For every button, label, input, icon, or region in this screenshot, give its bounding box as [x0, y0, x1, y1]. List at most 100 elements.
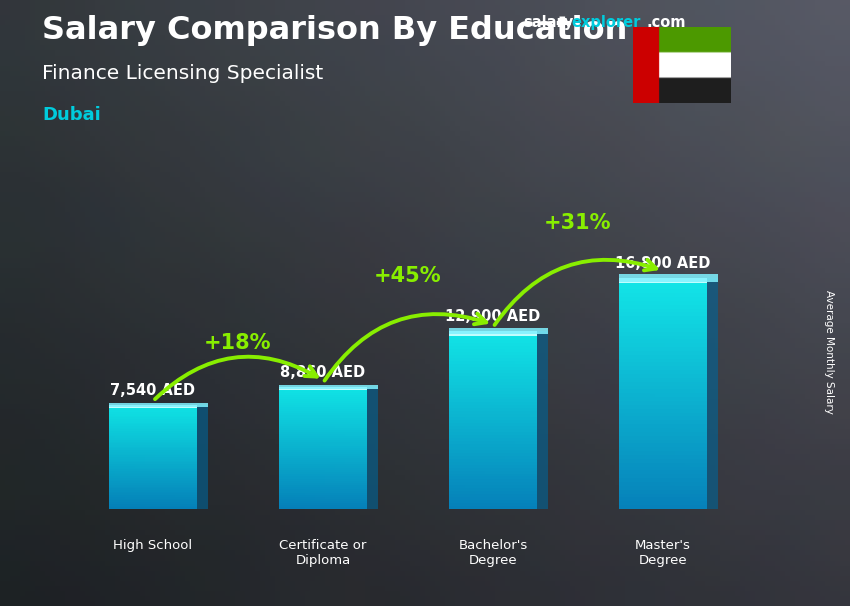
Bar	[449, 382, 537, 385]
Bar	[279, 487, 367, 488]
Bar	[109, 421, 197, 422]
Bar	[109, 462, 197, 464]
Bar	[449, 459, 537, 462]
FancyBboxPatch shape	[109, 404, 207, 407]
Bar	[449, 411, 537, 415]
Bar	[619, 428, 707, 432]
Bar	[449, 402, 537, 405]
Bar	[109, 435, 197, 436]
Bar	[279, 444, 367, 446]
Bar	[279, 467, 367, 468]
Bar	[619, 347, 707, 351]
Bar	[449, 426, 537, 429]
FancyBboxPatch shape	[619, 274, 717, 282]
Bar	[619, 289, 707, 293]
Bar	[279, 387, 367, 389]
Bar	[109, 448, 197, 450]
Bar	[449, 447, 537, 450]
Bar	[109, 481, 197, 483]
Bar	[449, 388, 537, 391]
Bar	[109, 473, 197, 474]
Bar	[279, 399, 367, 401]
Bar	[449, 393, 537, 396]
Bar	[279, 440, 367, 442]
Bar	[109, 440, 197, 442]
Bar	[449, 364, 537, 367]
Bar	[279, 491, 367, 493]
Bar	[279, 454, 367, 456]
Bar	[619, 413, 707, 416]
Bar	[619, 382, 707, 385]
Bar	[109, 443, 197, 445]
Bar	[619, 501, 707, 505]
Bar	[619, 339, 707, 343]
FancyBboxPatch shape	[537, 331, 547, 509]
Bar	[279, 462, 367, 464]
Text: Dubai: Dubai	[42, 106, 101, 124]
Bar	[109, 442, 197, 443]
Bar	[619, 305, 707, 308]
Bar	[619, 490, 707, 494]
Bar	[279, 499, 367, 501]
Bar	[109, 447, 197, 448]
Bar	[449, 335, 537, 338]
Bar	[279, 452, 367, 454]
Bar	[109, 405, 197, 408]
Bar	[109, 479, 197, 481]
Bar	[109, 455, 197, 457]
Text: +45%: +45%	[374, 266, 442, 286]
Bar	[449, 420, 537, 423]
Bar	[279, 468, 367, 470]
Text: +31%: +31%	[544, 213, 612, 233]
Bar	[279, 391, 367, 393]
Bar	[449, 488, 537, 491]
Bar	[449, 441, 537, 444]
Bar	[449, 331, 537, 335]
Text: Master's
Degree: Master's Degree	[635, 539, 691, 567]
Bar	[279, 411, 367, 413]
Bar	[619, 494, 707, 498]
Bar	[619, 355, 707, 359]
Bar	[449, 438, 537, 441]
Text: Salary Comparison By Education: Salary Comparison By Education	[42, 15, 628, 46]
Bar	[619, 359, 707, 362]
Bar	[449, 500, 537, 503]
Bar	[619, 444, 707, 447]
Bar	[109, 493, 197, 495]
Bar	[449, 429, 537, 432]
Bar	[279, 393, 367, 395]
Bar	[279, 460, 367, 462]
Bar	[449, 367, 537, 370]
Bar	[619, 362, 707, 367]
Bar	[279, 416, 367, 418]
Bar	[109, 487, 197, 488]
Bar	[109, 452, 197, 454]
Text: Finance Licensing Specialist: Finance Licensing Specialist	[42, 64, 324, 82]
Bar	[449, 432, 537, 435]
Bar	[279, 470, 367, 473]
Bar	[449, 503, 537, 506]
Bar	[449, 506, 537, 509]
Bar	[449, 470, 537, 473]
Bar	[619, 293, 707, 297]
Bar	[279, 446, 367, 448]
Text: 12,900 AED: 12,900 AED	[445, 310, 541, 324]
Bar	[449, 370, 537, 373]
Bar	[449, 358, 537, 361]
Bar	[619, 351, 707, 355]
Bar	[109, 488, 197, 490]
Bar	[279, 410, 367, 411]
Bar	[619, 401, 707, 405]
Bar	[619, 390, 707, 393]
Bar	[449, 462, 537, 465]
Bar	[449, 391, 537, 393]
Bar	[619, 432, 707, 436]
Bar	[109, 495, 197, 497]
Bar	[109, 497, 197, 499]
Bar	[449, 399, 537, 402]
Bar	[619, 482, 707, 486]
Bar	[449, 361, 537, 364]
Bar	[109, 416, 197, 418]
Bar	[279, 413, 367, 416]
Bar	[619, 308, 707, 312]
